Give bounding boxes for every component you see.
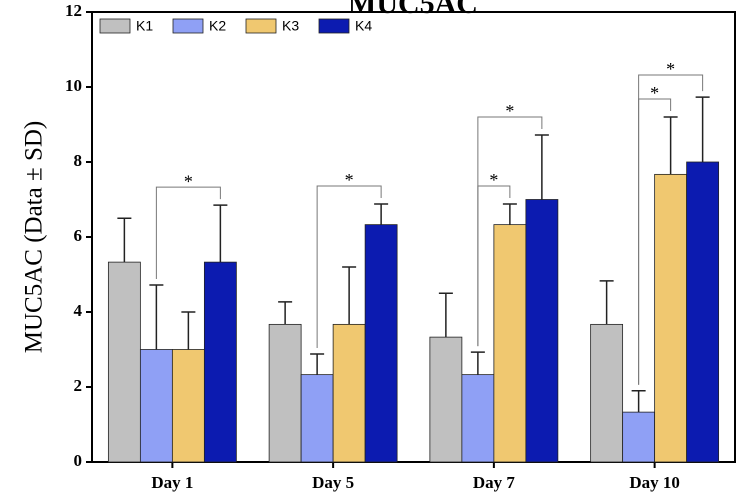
y-tick-label: 6 — [74, 226, 83, 245]
significance-bracket — [477, 116, 543, 347]
error-bar — [631, 390, 646, 413]
legend-label: K4 — [355, 18, 372, 34]
legend-label: K2 — [209, 18, 226, 34]
error-bar — [278, 301, 293, 325]
significance-label: * — [650, 83, 659, 103]
bar — [203, 261, 237, 463]
legend-swatch — [99, 18, 131, 34]
y-tick-label: 8 — [74, 151, 83, 170]
bar — [107, 261, 141, 463]
error-bar — [599, 280, 614, 325]
significance-label: * — [505, 101, 514, 121]
bar — [332, 323, 366, 463]
error-bar — [342, 266, 357, 325]
y-tick-label: 2 — [74, 376, 83, 395]
bar — [654, 173, 688, 463]
bar — [590, 323, 624, 463]
error-bar — [310, 353, 325, 375]
significance-label: * — [345, 170, 354, 190]
error-bar — [438, 292, 453, 338]
significance-bracket — [638, 74, 704, 385]
error-bar — [502, 203, 517, 225]
y-tick-label: 4 — [74, 301, 83, 320]
error-bar — [470, 351, 485, 375]
y-tick-label: 0 — [74, 451, 83, 470]
bar — [268, 323, 302, 463]
bar — [461, 374, 495, 463]
x-tick-label: Day 7 — [473, 473, 516, 492]
legend-swatch — [172, 18, 204, 34]
error-bar — [149, 284, 164, 350]
error-bar — [695, 96, 710, 162]
significance-label: * — [184, 171, 193, 191]
bar — [622, 411, 656, 463]
y-tick-label: 12 — [65, 1, 82, 20]
error-bar — [117, 217, 132, 263]
x-tick-label: Day 10 — [629, 473, 680, 492]
bar — [171, 349, 205, 463]
bar — [493, 224, 527, 463]
bar — [686, 161, 720, 463]
bar — [429, 336, 463, 463]
significance-bracket — [155, 186, 221, 279]
error-bar — [213, 204, 228, 263]
y-tick-label: 10 — [65, 76, 82, 95]
x-tick-label: Day 5 — [312, 473, 354, 492]
significance-label: * — [489, 170, 498, 190]
legend-label: K1 — [136, 18, 153, 34]
error-bar — [181, 311, 196, 350]
legend-label: K3 — [282, 18, 299, 34]
significance-bracket — [316, 185, 382, 348]
legend-swatch — [245, 18, 277, 34]
bar — [364, 224, 398, 463]
error-bar — [663, 116, 678, 175]
bar — [300, 374, 334, 463]
significance-label: * — [666, 59, 675, 79]
bar — [525, 199, 559, 463]
bar — [139, 349, 173, 463]
legend-swatch — [318, 18, 350, 34]
chart-title: MUC5AC — [348, 0, 478, 20]
x-tick-label: Day 1 — [151, 473, 193, 492]
error-bar — [534, 134, 549, 200]
error-bar — [374, 203, 389, 225]
y-axis-label: MUC5AC (Data ± SD) — [21, 121, 48, 353]
